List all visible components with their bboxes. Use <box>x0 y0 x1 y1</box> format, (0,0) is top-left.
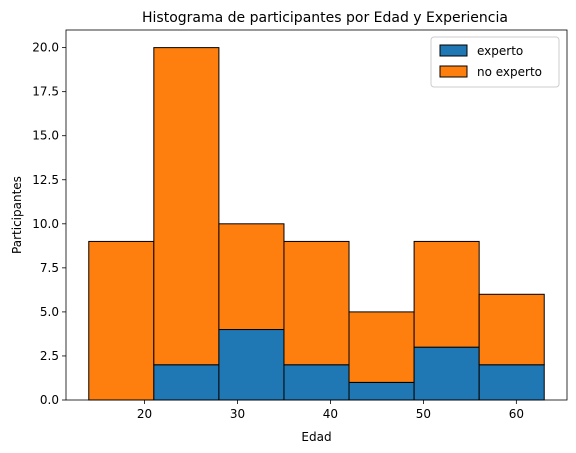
bar-experto-bin-2 <box>218 329 285 401</box>
x-axis-label: Edad <box>301 430 331 444</box>
x-axis-ticks: 20 30 40 50 60 <box>137 400 524 421</box>
bar-experto-bin-6 <box>478 364 545 401</box>
y-tick-label: 12.5 <box>32 173 59 187</box>
x-tick-label: 40 <box>323 407 338 421</box>
legend: experto no experto <box>430 36 560 88</box>
x-tick-label: 60 <box>509 407 524 421</box>
y-tick-label: 0.0 <box>40 393 59 407</box>
bar-no-experto-bin-6 <box>478 293 545 366</box>
y-tick-label: 17.5 <box>32 85 59 99</box>
legend-label: experto <box>477 44 523 58</box>
bar-experto-bin-3 <box>283 364 350 401</box>
bar-no-experto-bin-0 <box>88 240 155 401</box>
bar-no-experto-bin-2 <box>218 223 285 331</box>
y-tick-label: 5.0 <box>40 305 59 319</box>
y-tick-label: 7.5 <box>40 261 59 275</box>
bar-no-experto-bin-3 <box>283 240 350 366</box>
bars-group <box>88 47 545 401</box>
x-tick-label: 20 <box>137 407 152 421</box>
y-axis-label: Participantes <box>10 176 24 254</box>
y-tick-label: 15.0 <box>32 129 59 143</box>
y-axis-ticks: 0.0 2.5 5.0 7.5 10.0 12.5 15.0 17.5 20.0 <box>32 41 66 407</box>
chart-title: Histograma de participantes por Edad y E… <box>142 10 508 26</box>
bar-experto-bin-4 <box>348 381 415 401</box>
bar-experto-bin-1 <box>153 364 220 401</box>
y-tick-label: 20.0 <box>32 41 59 55</box>
bar-no-experto-bin-4 <box>348 311 415 383</box>
bar-no-experto-bin-5 <box>413 240 480 348</box>
x-tick-label: 50 <box>416 407 431 421</box>
bar-no-experto-bin-1 <box>153 47 220 366</box>
legend-label: no experto <box>477 65 542 79</box>
y-tick-label: 2.5 <box>40 349 59 363</box>
bar-experto-bin-5 <box>413 346 480 401</box>
legend-swatch <box>439 65 468 78</box>
plot-area-frame <box>65 29 568 401</box>
x-tick-label: 30 <box>230 407 245 421</box>
legend-swatch <box>439 44 468 57</box>
y-tick-label: 10.0 <box>32 217 59 231</box>
